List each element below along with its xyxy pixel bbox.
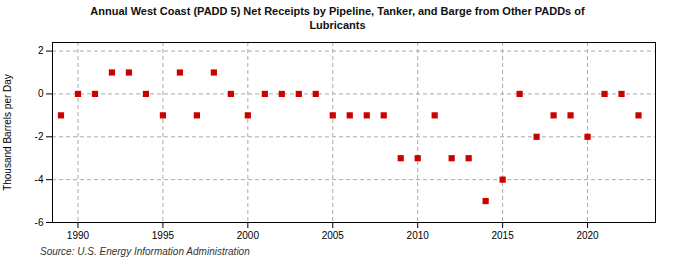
svg-text:2000: 2000 xyxy=(237,230,260,241)
svg-text:-2: -2 xyxy=(35,131,44,142)
html-text:Annual West Coast (PADD 5) Net: Annual West Coast (PADD 5) Net Receipts … xyxy=(90,5,585,31)
svg-text:0: 0 xyxy=(38,88,44,99)
html-text:Source: U.S. Energy Informatio: Source: U.S. Energy Information Administ… xyxy=(40,246,250,257)
svg-text:2020: 2020 xyxy=(576,230,599,241)
svg-text:2005: 2005 xyxy=(322,230,345,241)
svg-text:2010: 2010 xyxy=(407,230,430,241)
svg-text:1990: 1990 xyxy=(67,230,90,241)
svg-text:2: 2 xyxy=(38,45,44,56)
svg-text:Thousand Barrels per Day: Thousand Barrels per Day xyxy=(2,74,13,191)
svg-text:1995: 1995 xyxy=(152,230,175,241)
svg-text:-4: -4 xyxy=(35,174,44,185)
svg-text:2015: 2015 xyxy=(492,230,515,241)
svg-text:-6: -6 xyxy=(35,217,44,228)
